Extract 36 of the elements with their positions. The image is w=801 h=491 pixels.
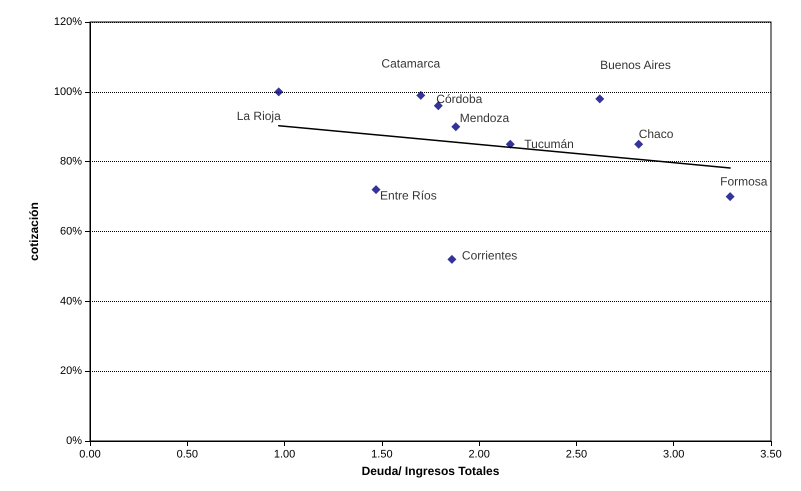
y-tick-label: 40% (60, 295, 82, 308)
y-tick-label: 60% (60, 226, 82, 238)
point (634, 140, 644, 149)
x-tick-label: 1.00 (274, 448, 296, 460)
x-tick-label: 2.00 (468, 448, 490, 460)
point (451, 122, 460, 132)
data-label: Formosa (720, 174, 768, 189)
data-label: Entre Ríos (380, 188, 437, 203)
data-label: La Rioja (236, 108, 282, 123)
y-tick-label: 100% (54, 86, 82, 98)
y-tick-label: 80% (60, 156, 82, 168)
point (447, 254, 456, 264)
point (416, 90, 426, 100)
data-label: Catamarca (381, 56, 440, 70)
y-axis-title: cotización (27, 202, 41, 261)
x-tick-label: 0.50 (176, 448, 198, 460)
point (372, 185, 381, 194)
y-tick-label: 20% (60, 365, 82, 378)
data-label: Corrientes (462, 248, 518, 262)
data-label: Buenos Aires (600, 58, 671, 72)
data-label: Córdoba (436, 92, 483, 106)
point (506, 140, 515, 149)
point (726, 192, 735, 202)
data-label: Chaco (638, 127, 674, 142)
x-tick-label: 1.50 (371, 448, 393, 460)
data-label: Tucumán (524, 137, 574, 152)
data-label: Mendoza (460, 110, 510, 125)
point (595, 94, 604, 104)
x-tick-label: 3.00 (663, 448, 684, 460)
x-axis-title: Deuda/ Ingresos Totales (362, 464, 500, 478)
point (274, 87, 284, 96)
y-tick-label: 0% (66, 435, 82, 447)
x-tick-label: 0.00 (79, 448, 101, 460)
x-tick-label: 2.50 (566, 448, 588, 460)
y-tick-label: 120% (54, 16, 82, 28)
x-tick-label: 3.50 (760, 448, 782, 460)
